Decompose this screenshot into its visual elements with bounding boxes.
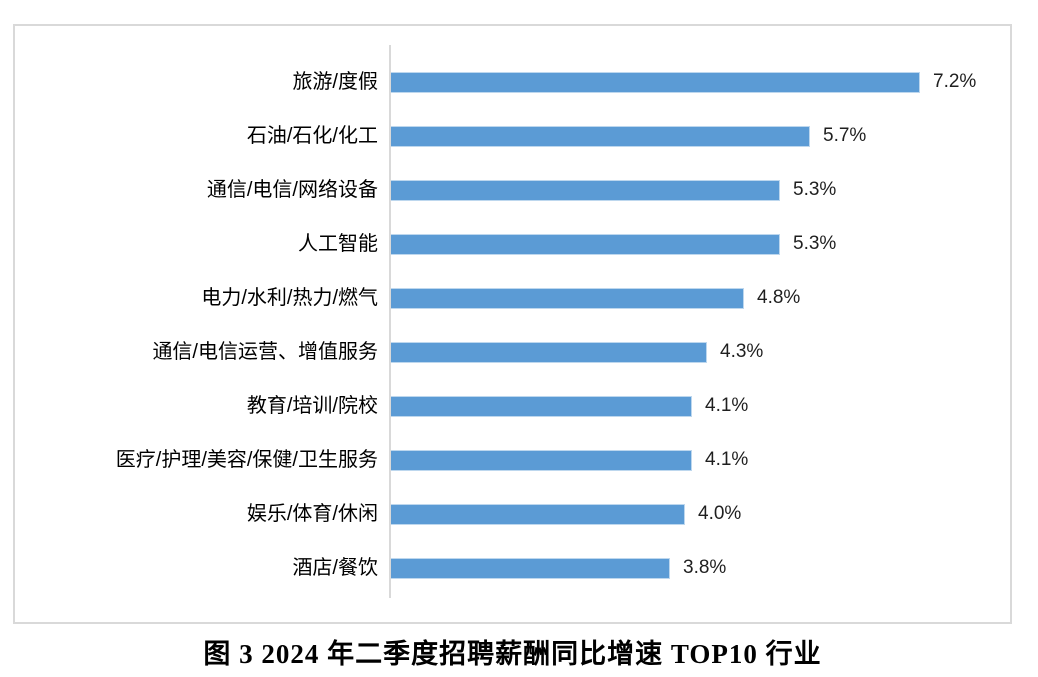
category-label: 通信/电信/网络设备 [206,179,378,201]
bar [391,449,692,471]
value-label: 4.1% [705,449,749,470]
category-label: 石油/石化/化工 [246,125,378,147]
category-label: 人工智能 [298,233,378,255]
bar [391,287,744,309]
bar-zone: 4.3% [378,341,1038,363]
bar-row: 医疗/护理/美容/保健/卫生服务 4.1% [0,433,1038,487]
bar [391,71,920,93]
value-label: 4.3% [720,341,764,362]
bar-row: 通信/电信/网络设备 5.3% [0,163,1038,217]
value-label: 5.3% [793,233,837,254]
value-label: 5.7% [823,125,867,146]
category-axis-line [389,45,391,598]
bar-row: 石油/石化/化工 5.7% [0,109,1038,163]
bar [391,179,780,201]
bar-row: 电力/水利/热力/燃气 4.8% [0,271,1038,325]
value-label: 4.1% [705,395,749,416]
bar [391,125,810,147]
category-label: 旅游/度假 [292,71,378,93]
value-label: 4.0% [698,503,742,524]
bar-zone: 4.1% [378,449,1038,471]
bar-row: 人工智能 5.3% [0,217,1038,271]
figure-caption: 图 3 2024 年二季度招聘薪酬同比增速 TOP10 行业 [203,639,822,669]
bar-zone: 5.7% [378,125,1038,147]
bar-row: 旅游/度假 7.2% [0,55,1038,109]
bar-zone: 4.8% [378,287,1038,309]
bar [391,233,780,255]
category-label: 通信/电信运营、增值服务 [152,341,378,363]
bar-zone: 7.2% [378,71,1038,93]
value-label: 5.3% [793,179,837,200]
bar-zone: 4.0% [378,503,1038,525]
bar [391,557,670,579]
bar [391,395,692,417]
category-label: 酒店/餐饮 [292,557,378,579]
bar-row: 通信/电信运营、增值服务 4.3% [0,325,1038,379]
bar-zone: 3.8% [378,557,1038,579]
bar-zone: 5.3% [378,179,1038,201]
bar-chart-plot-area: 旅游/度假 7.2% 石油/石化/化工 5.7% 通信/电信/网络设备 5.3% 人工智能 5… [0,55,1038,595]
value-label: 7.2% [933,71,977,92]
bar [391,503,685,525]
value-label: 3.8% [683,557,727,578]
bar-row: 酒店/餐饮 3.8% [0,541,1038,595]
category-label: 电力/水利/热力/燃气 [201,287,378,309]
bar-zone: 5.3% [378,233,1038,255]
category-label: 娱乐/体育/休闲 [246,503,378,525]
value-label: 4.8% [757,287,801,308]
bar-zone: 4.1% [378,395,1038,417]
category-label: 医疗/护理/美容/保健/卫生服务 [115,449,378,471]
category-label: 教育/培训/院校 [246,395,378,417]
bar [391,341,707,363]
bar-row: 教育/培训/院校 4.1% [0,379,1038,433]
bar-row: 娱乐/体育/休闲 4.0% [0,487,1038,541]
